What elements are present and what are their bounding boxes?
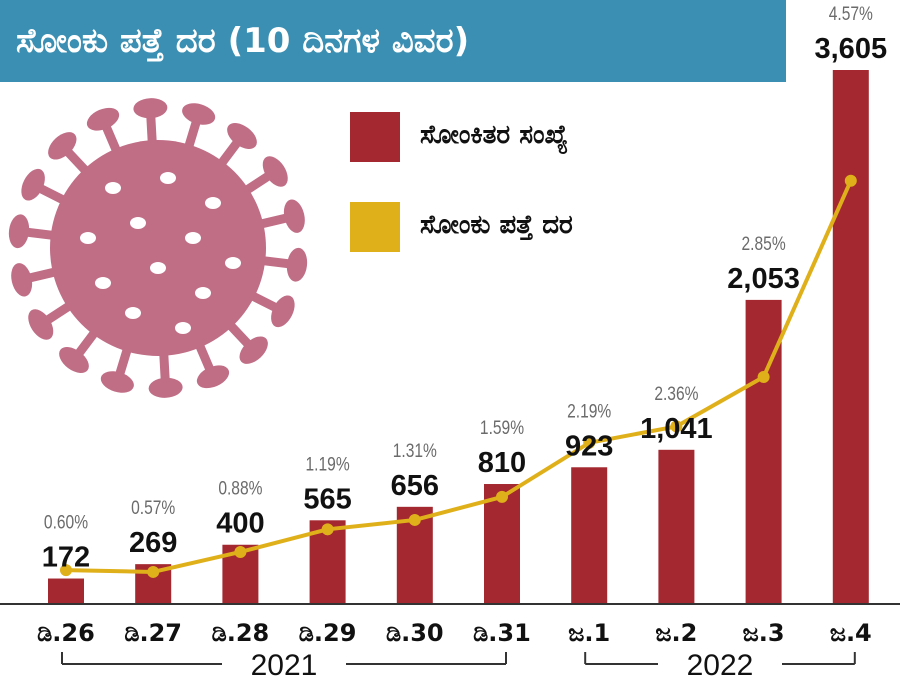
legend-swatch-cases [350, 112, 400, 162]
virus-spot [160, 172, 176, 184]
bar-9 [832, 70, 869, 604]
rate-label: 0.57% [131, 497, 175, 519]
virus-spike-head [100, 371, 134, 393]
virus-spot [95, 277, 111, 289]
x-tick-label: ಡಿ.28 [212, 619, 270, 647]
virus-spot [130, 217, 146, 229]
rate-label: 2.19% [567, 400, 611, 422]
virus-spot [80, 232, 96, 244]
rate-label: 1.31% [393, 439, 437, 461]
rate-label: 2.36% [654, 382, 698, 404]
virus-spot [105, 182, 121, 194]
bar-value-label: 172 [42, 542, 90, 574]
bar-value-label: 1,041 [640, 413, 713, 445]
virus-spot [225, 257, 241, 269]
virus-spot [150, 262, 166, 274]
rate-point-1 [147, 565, 160, 578]
bar-value-label: 400 [216, 508, 264, 540]
chart-title: ಸೋಂಕು ಪತ್ತೆ ದರ (10 ದಿನಗಳ ವಿವರ) [16, 21, 470, 61]
virus-spot [185, 232, 201, 244]
x-tick-label: ಡಿ.29 [299, 619, 357, 647]
x-tick-label: ಜ.1 [568, 619, 610, 647]
bar-0 [48, 578, 84, 604]
legend-swatch-rate [350, 202, 400, 252]
virus-spot [125, 307, 141, 319]
virus-spike-head [28, 309, 54, 340]
x-tick-label: ಡಿ.26 [37, 619, 95, 647]
x-tick-label: ಡಿ.30 [386, 619, 444, 647]
virus-spike-head [148, 377, 183, 398]
legend-label-cases: ಸೋಂಕಿತರ ಸಂಖ್ಯೆ [420, 120, 569, 150]
virus-spike-head [21, 168, 45, 201]
x-tick-label: ಜ.2 [655, 619, 697, 647]
rate-line-path [65, 179, 853, 574]
virus-spike-head [271, 295, 295, 328]
rate-label: 0.60% [44, 511, 88, 533]
virus-spike-head [239, 336, 268, 364]
bar-value-label: 3,605 [815, 33, 888, 65]
virus-spike-head [86, 107, 120, 131]
rate-label: 2.85% [742, 232, 786, 254]
virus-spike-head [8, 214, 30, 249]
rate-point-4 [408, 513, 421, 526]
rate-point-6 [583, 436, 596, 449]
year-label: 2021 [251, 649, 318, 682]
virus-spot [205, 197, 221, 209]
x-axis: ಡಿ.26 ಡಿ.27 ಡಿ.28 ಡಿ.29 ಡಿ.30 ಡಿ.31 ಜ.1 ಜ.2 ಜ.3 ಜ… [0, 603, 900, 682]
bar-value-label: 810 [478, 447, 526, 479]
bar-value-label: 269 [129, 527, 177, 559]
x-tick-label: ಜ.4 [830, 619, 872, 647]
rate-label: 4.57% [829, 3, 873, 25]
year-label: 2022 [687, 649, 754, 682]
x-tick-label: ಜ.3 [743, 619, 785, 647]
bar-value-label: 656 [391, 470, 439, 502]
rate-point-3 [321, 523, 334, 536]
title-banner: ಸೋಂಕು ಪತ್ತೆ ದರ (10 ದಿನಗಳ ವಿವರ) [0, 0, 786, 82]
virus-spike-head [262, 156, 288, 187]
virus-spike-head [133, 98, 168, 119]
coronavirus-icon [8, 98, 308, 398]
rate-label: 1.19% [306, 453, 350, 475]
virus-spike-head [283, 199, 305, 233]
legend-label-rate: ಸೋಂಕು ಪತ್ತೆ ದರ [420, 210, 573, 240]
x-tick-label: ಡಿ.27 [124, 619, 182, 647]
bar-value-label: 923 [565, 430, 613, 462]
virus-spot [175, 322, 191, 334]
rate-point-7 [670, 420, 683, 433]
virus-spot [195, 287, 211, 299]
rate-point-9 [844, 174, 857, 187]
virus-spike-head [48, 132, 77, 160]
virus-spike-head [286, 247, 308, 282]
rate-point-5 [496, 490, 508, 503]
virus-spike-head [182, 103, 216, 125]
virus-spike-head [196, 365, 230, 389]
bar-value-label: 2,053 [727, 263, 800, 295]
virus-spike-head [59, 347, 89, 373]
rate-point-8 [757, 370, 770, 383]
rate-label: 1.59% [480, 417, 524, 439]
bar-6 [571, 467, 608, 604]
virus-spike-head [227, 123, 257, 149]
bar-value-label: 565 [303, 483, 351, 515]
virus-spike-head [11, 263, 33, 297]
rate-line [60, 174, 857, 578]
data-labels: 172 0.60% 269 0.57% 400 0.88% 565 1.19% 656 1.31%… [42, 3, 887, 574]
virus-body [50, 140, 266, 356]
rate-point-2 [234, 545, 247, 558]
bar-5 [484, 484, 520, 604]
rate-label: 0.88% [218, 477, 262, 499]
bar-7 [658, 449, 695, 604]
x-tick-label: ಡಿ.31 [473, 619, 531, 647]
rate-point-0 [60, 564, 72, 577]
